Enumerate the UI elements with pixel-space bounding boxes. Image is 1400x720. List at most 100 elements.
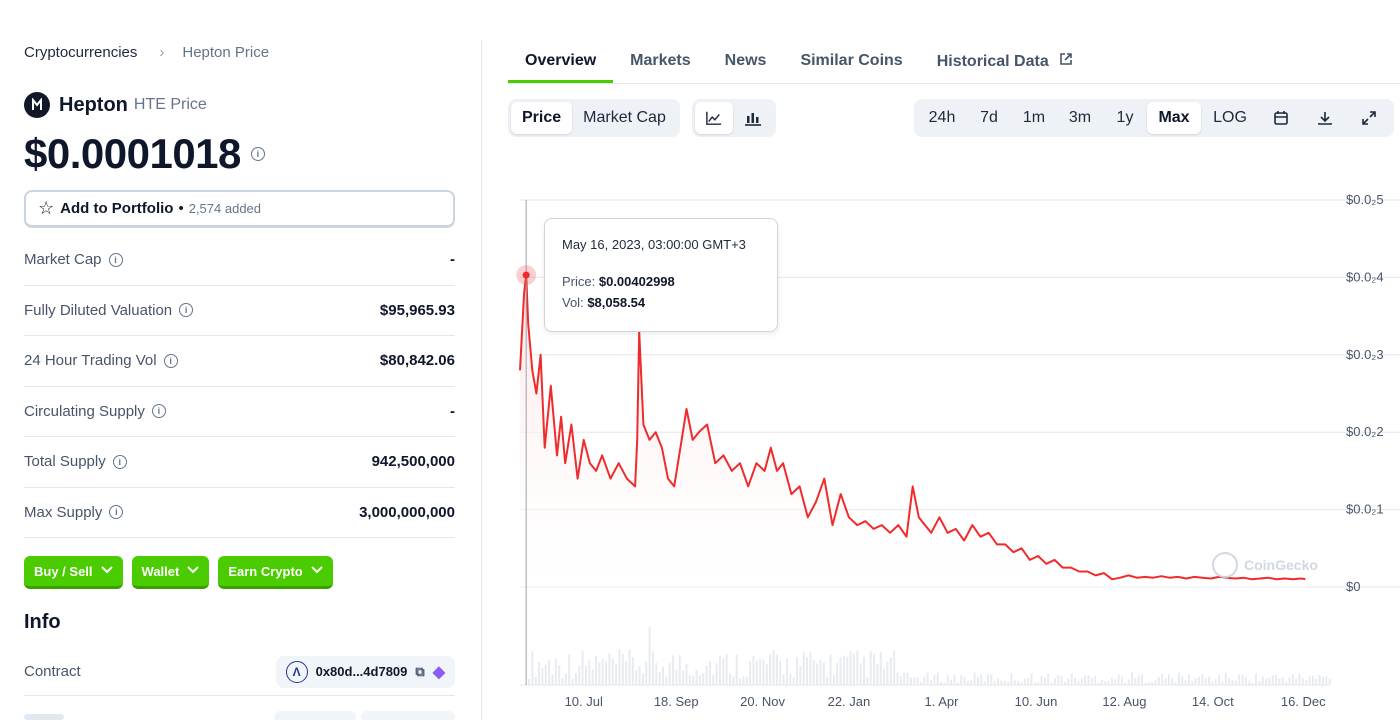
volume-bar — [879, 652, 882, 685]
info-icon[interactable]: i — [108, 252, 123, 267]
volume-bar — [544, 665, 547, 685]
tab-similar-coins[interactable]: Similar Coins — [800, 52, 903, 69]
range-24h-button[interactable]: 24h — [928, 109, 956, 126]
volume-bar — [836, 663, 839, 685]
price-chart[interactable]: $0.0₂5 $0.0₂4 $0.0₂3 $0.0₂2 $0.0₂1 $0 10. Jul 1… — [508, 180, 1400, 720]
add-to-portfolio-button[interactable]: ☆ Add to Portfolio • 2,574 added — [24, 190, 455, 228]
info-icon[interactable]: i — [112, 454, 127, 469]
volume-bar — [963, 676, 966, 685]
time-range-selector: 24h 7d 1m 3m 1y Max LOG — [914, 99, 1394, 137]
volume-bar — [933, 674, 936, 685]
volume-bar — [1141, 674, 1144, 685]
volume-bar — [816, 663, 819, 685]
tooltip-price-label: Price: — [562, 274, 596, 289]
next-row-peek — [24, 708, 455, 720]
range-3m-button[interactable]: 3m — [1068, 109, 1092, 126]
volume-bar — [1181, 676, 1184, 685]
volume-bar — [749, 661, 752, 685]
candlestick-chart-icon[interactable] — [733, 102, 773, 134]
contract-chip[interactable]: Λ 0x80d...4d7809 ⧉ ◆ — [275, 655, 455, 688]
info-icon[interactable]: i — [250, 147, 265, 161]
volume-bar — [943, 682, 946, 685]
range-max-button[interactable]: Max — [1147, 102, 1201, 134]
price-toggle-button[interactable]: Price — [511, 102, 573, 134]
portfolio-separator: • — [178, 200, 184, 217]
y-tick-label: $0.0₂5 — [1346, 192, 1384, 207]
volume-bar — [1251, 682, 1254, 685]
volume-bar — [1241, 674, 1244, 685]
breadcrumb-cryptocurrencies-link[interactable]: Cryptocurrencies — [24, 44, 138, 61]
metamask-icon[interactable]: ◆ — [432, 663, 445, 681]
volume-bar — [930, 680, 932, 685]
volume-bar — [1084, 675, 1087, 685]
range-1y-button[interactable]: 1y — [1116, 109, 1134, 126]
info-icon[interactable]: i — [179, 303, 194, 318]
volume-bar — [1080, 678, 1083, 685]
volume-bar — [1157, 677, 1160, 685]
info-icon[interactable]: i — [151, 404, 166, 419]
volume-bar — [1057, 675, 1060, 685]
price-marketcap-toggle: Price Market Cap — [508, 99, 680, 137]
earn-crypto-button[interactable]: Earn Crypto — [218, 556, 333, 589]
volume-bar — [1265, 678, 1267, 685]
volume-bar — [976, 676, 979, 685]
tooltip-vol-label: Vol: — [562, 295, 584, 310]
volume-bar — [631, 657, 634, 685]
wallet-button[interactable]: Wallet — [131, 556, 210, 589]
volume-bar — [1244, 676, 1247, 685]
volume-bar — [692, 675, 695, 685]
contract-address: 0x80d...4d7809 — [315, 664, 408, 679]
volume-bar — [759, 658, 762, 685]
contract-row: Contract Λ 0x80d...4d7809 ⧉ ◆ — [24, 648, 455, 696]
volume-bar — [558, 665, 561, 685]
tab-markets[interactable]: Markets — [630, 52, 691, 69]
stat-row-trading-vol: 24 Hour Trading Vol i $80,842.06 — [24, 336, 455, 387]
volume-bar — [1161, 673, 1164, 685]
fullscreen-icon[interactable] — [1347, 102, 1391, 134]
volume-bar — [1261, 676, 1264, 685]
price-area — [520, 275, 1306, 587]
volume-bar — [779, 661, 782, 685]
tab-historical-data[interactable]: Historical Data — [920, 40, 1091, 83]
volume-bar — [1171, 678, 1174, 685]
volume-bar — [1238, 674, 1241, 685]
y-tick-label: $0.0₂2 — [1346, 424, 1384, 439]
volume-bar — [712, 675, 715, 685]
volume-bar — [1023, 678, 1026, 685]
line-chart-icon[interactable] — [695, 102, 733, 134]
market-cap-toggle-button[interactable]: Market Cap — [583, 109, 666, 126]
x-tick-label: 16. Dec — [1281, 694, 1326, 709]
info-icon[interactable]: i — [163, 353, 178, 368]
price-chart-svg: $0.0₂5 $0.0₂4 $0.0₂3 $0.0₂2 $0.0₂1 $0 10. Jul 1… — [516, 192, 1400, 709]
volume-bar — [688, 674, 691, 685]
range-1m-button[interactable]: 1m — [1022, 109, 1046, 126]
volume-bar — [1114, 679, 1117, 685]
chart-toolbar: Price Market Cap 24h 7d 1m 3m 1y Max LOG — [508, 99, 1400, 137]
buy-sell-button[interactable]: Buy / Sell — [24, 556, 123, 589]
range-7d-button[interactable]: 7d — [980, 109, 998, 126]
volume-bar — [1318, 674, 1321, 685]
volume-bar — [1047, 673, 1050, 685]
copy-icon[interactable]: ⧉ — [415, 663, 425, 679]
y-tick-label: $0.0₂3 — [1346, 347, 1384, 362]
volume-bar — [578, 665, 581, 685]
download-icon[interactable] — [1303, 102, 1347, 134]
tab-overview[interactable]: Overview — [508, 40, 614, 83]
log-scale-button[interactable]: LOG — [1213, 109, 1247, 126]
volume-bar — [574, 673, 577, 685]
volume-bar — [946, 675, 949, 685]
volume-bar — [601, 659, 604, 685]
tab-news[interactable]: News — [724, 52, 767, 69]
volume-bar — [1013, 679, 1016, 685]
info-icon[interactable]: i — [109, 505, 124, 520]
volume-bar — [1271, 675, 1274, 685]
volume-bar — [554, 658, 557, 685]
calendar-icon[interactable] — [1259, 102, 1303, 134]
volume-bar — [986, 674, 989, 685]
volume-bar — [605, 661, 608, 685]
volume-bar — [769, 654, 772, 685]
volume-bar — [896, 672, 899, 685]
volume-bar — [913, 677, 916, 685]
stat-row-fdv: Fully Diluted Valuation i $95,965.93 — [24, 286, 455, 336]
tab-bar: Overview Markets News Similar Coins Hist… — [508, 40, 1400, 84]
